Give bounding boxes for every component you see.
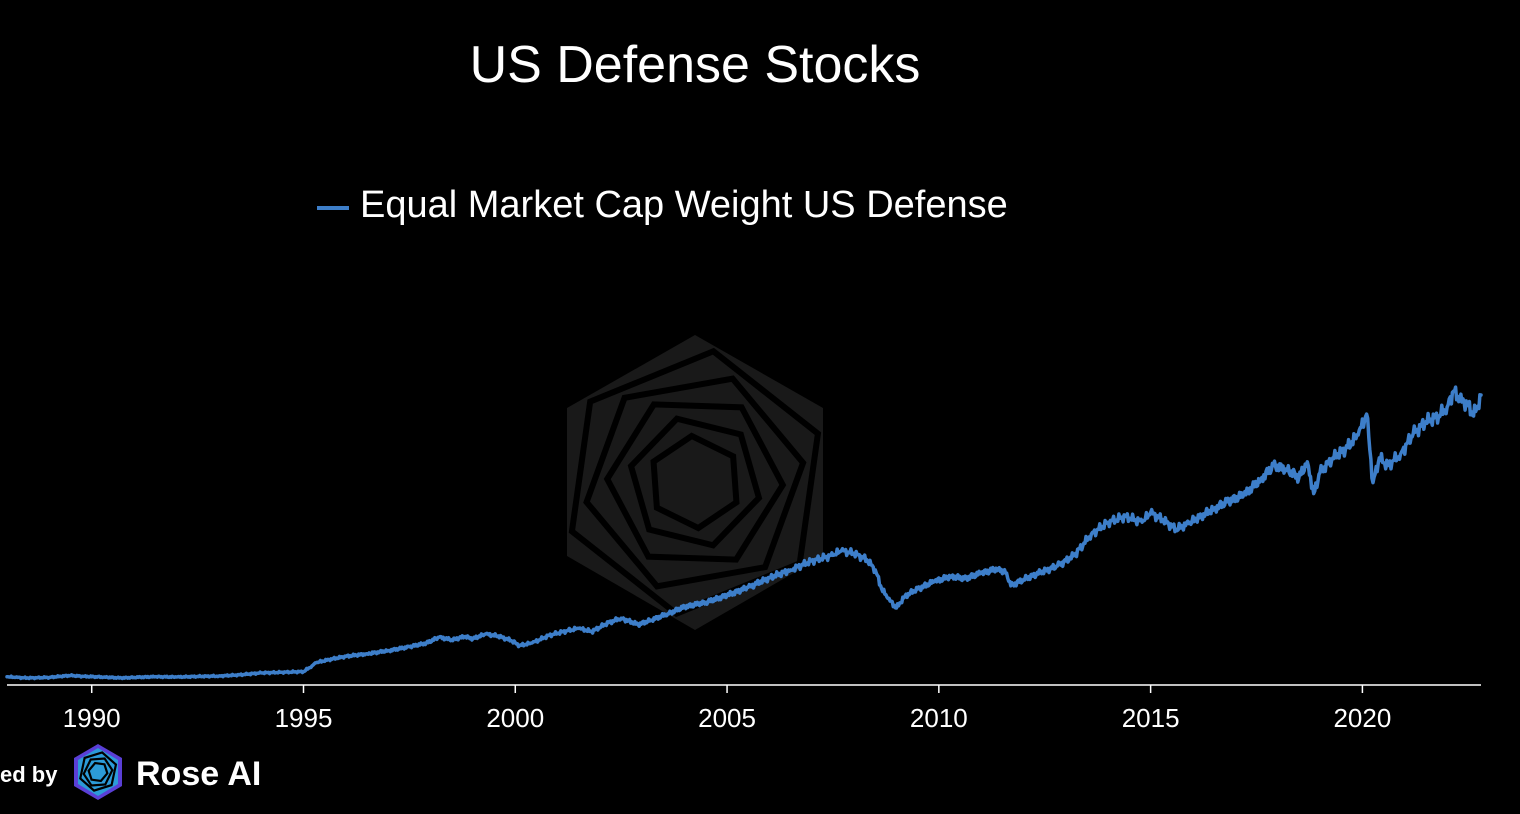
chart-title: US Defense Stocks bbox=[470, 36, 921, 94]
watermark-spiral bbox=[568, 347, 822, 618]
legend-label: Equal Market Cap Weight US Defense bbox=[360, 184, 1008, 226]
x-tick-label-1990: 1990 bbox=[63, 703, 121, 733]
x-tick-label-2020: 2020 bbox=[1333, 703, 1391, 733]
x-tick-label-2000: 2000 bbox=[486, 703, 544, 733]
x-tick-label-2005: 2005 bbox=[698, 703, 756, 733]
legend: Equal Market Cap Weight US Defense bbox=[317, 184, 1008, 226]
x-axis-ticks: 1990 1995 2000 2005 2010 2015 2020 bbox=[63, 685, 1391, 733]
x-tick-label-2015: 2015 bbox=[1122, 703, 1180, 733]
branding: ed by Rose AI bbox=[0, 744, 261, 800]
powered-by-text: ed by bbox=[0, 762, 58, 787]
series-line-equal-market-cap-weight-us-defense bbox=[5, 385, 1483, 681]
x-tick-label-1995: 1995 bbox=[275, 703, 333, 733]
x-tick-label-2010: 2010 bbox=[910, 703, 968, 733]
watermark-logo bbox=[567, 335, 823, 630]
brand-name: Rose AI bbox=[136, 755, 261, 793]
rose-ai-logo-icon bbox=[74, 744, 122, 800]
